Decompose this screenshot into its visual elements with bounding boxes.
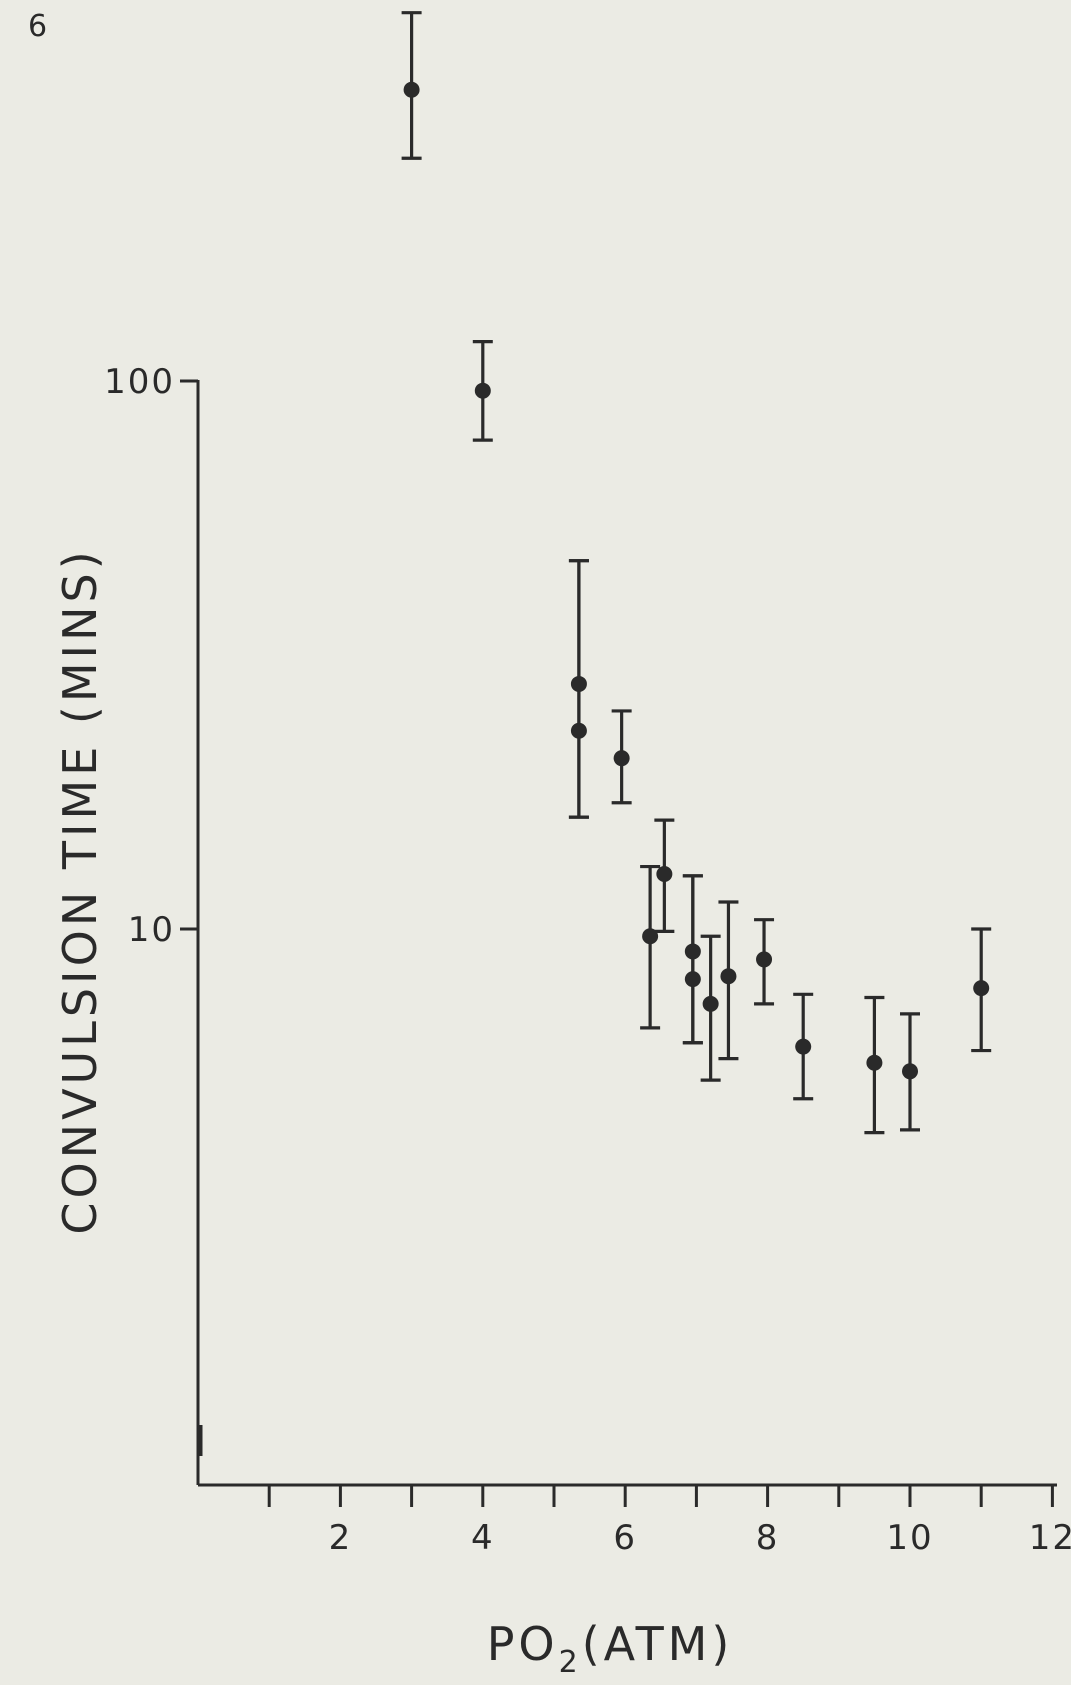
- x-axis-title-subscript: 2: [559, 1645, 582, 1680]
- x-tick-label: 8: [756, 1518, 780, 1558]
- x-axis-title-main: PO: [487, 1617, 559, 1671]
- x-tick-label: 10: [886, 1518, 933, 1558]
- axes: [196, 380, 1057, 1487]
- data-points: [403, 81, 990, 1080]
- y-axis-title: CONVULSION TIME (MINS): [53, 547, 107, 1234]
- x-tick-label: 2: [329, 1518, 353, 1558]
- x-tick-label: 6: [613, 1518, 637, 1558]
- data-point: [866, 1054, 883, 1071]
- data-point: [973, 980, 990, 997]
- x-tick-labels: 2 4 6 8 10 12: [329, 1518, 1071, 1558]
- data-point: [642, 928, 659, 945]
- error-bars: [401, 11, 992, 1135]
- data-point: [403, 81, 420, 98]
- data-point: [684, 971, 701, 988]
- data-point: [570, 675, 587, 692]
- data-point: [656, 865, 673, 882]
- data-point: [702, 995, 719, 1012]
- data-point: [474, 382, 491, 399]
- y-tick-labels: 100 10: [104, 362, 175, 950]
- x-tick-label: 12: [1029, 1518, 1071, 1558]
- y-ticks: [180, 379, 198, 931]
- y-tick-label: 100: [104, 362, 175, 402]
- x-axis-title-unit: (ATM): [582, 1617, 734, 1671]
- data-point: [902, 1063, 918, 1080]
- page-number: 6: [28, 9, 47, 44]
- data-point: [756, 951, 773, 968]
- data-point: [795, 1038, 812, 1055]
- data-point: [684, 943, 701, 960]
- x-ticks: [267, 1485, 1054, 1507]
- x-tick-label: 4: [471, 1518, 495, 1558]
- data-point: [570, 722, 587, 739]
- data-point: [613, 750, 630, 767]
- x-axis-title: PO2(ATM): [487, 1617, 734, 1680]
- data-point: [720, 968, 737, 985]
- y-tick-label: 10: [128, 910, 175, 950]
